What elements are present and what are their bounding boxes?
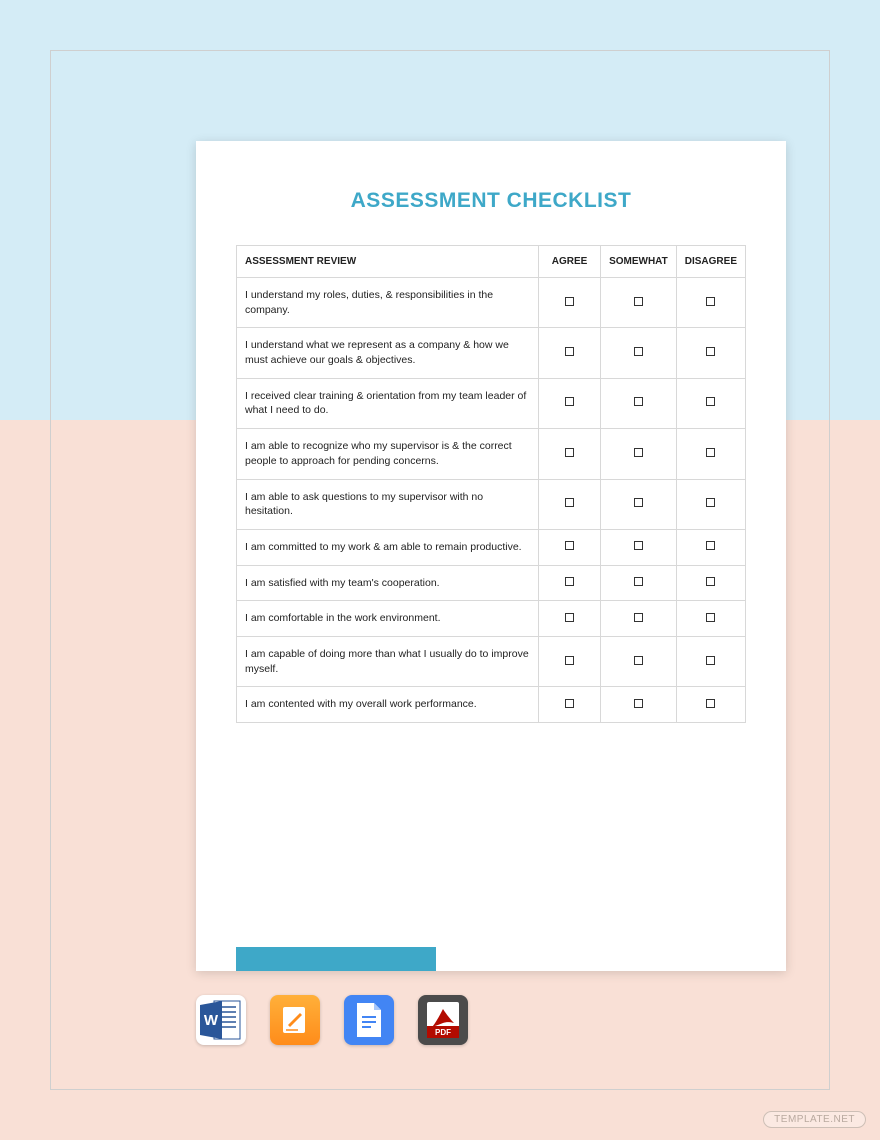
checkbox-icon xyxy=(706,297,715,306)
checkbox-cell[interactable] xyxy=(539,636,601,686)
checkbox-icon xyxy=(565,656,574,665)
checkbox-cell[interactable] xyxy=(539,529,601,565)
checkbox-icon xyxy=(634,448,643,457)
checkbox-icon xyxy=(565,541,574,550)
checkbox-cell[interactable] xyxy=(676,429,745,479)
checkbox-icon xyxy=(706,541,715,550)
checkbox-icon xyxy=(634,699,643,708)
checkbox-cell[interactable] xyxy=(539,565,601,601)
preview-frame: ASSESSMENT CHECKLIST ASSESSMENT REVIEW A… xyxy=(50,50,830,1090)
question-cell: I am committed to my work & am able to r… xyxy=(237,529,539,565)
checkbox-icon xyxy=(706,397,715,406)
checkbox-icon xyxy=(634,397,643,406)
checkbox-icon xyxy=(565,448,574,457)
checkbox-cell[interactable] xyxy=(601,565,677,601)
question-cell: I understand what we represent as a comp… xyxy=(237,328,539,378)
checkbox-cell[interactable] xyxy=(601,687,677,723)
table-row: I understand what we represent as a comp… xyxy=(237,328,746,378)
checkbox-cell[interactable] xyxy=(601,636,677,686)
checkbox-icon xyxy=(634,347,643,356)
checkbox-cell[interactable] xyxy=(676,328,745,378)
question-cell: I am capable of doing more than what I u… xyxy=(237,636,539,686)
checkbox-cell[interactable] xyxy=(676,565,745,601)
checkbox-icon xyxy=(565,347,574,356)
checkbox-icon xyxy=(706,699,715,708)
checkbox-cell[interactable] xyxy=(539,601,601,637)
checkbox-cell[interactable] xyxy=(601,601,677,637)
checkbox-cell[interactable] xyxy=(601,429,677,479)
checkbox-cell[interactable] xyxy=(539,429,601,479)
table-header-row: ASSESSMENT REVIEW AGREE SOMEWHAT DISAGRE… xyxy=(237,246,746,278)
checkbox-cell[interactable] xyxy=(539,328,601,378)
question-cell: I am contented with my overall work perf… xyxy=(237,687,539,723)
checkbox-cell[interactable] xyxy=(676,278,745,328)
checkbox-cell[interactable] xyxy=(539,687,601,723)
pages-icon[interactable] xyxy=(270,995,320,1045)
checkbox-icon xyxy=(634,498,643,507)
svg-text:W: W xyxy=(204,1012,219,1029)
checkbox-icon xyxy=(565,397,574,406)
checkbox-cell[interactable] xyxy=(539,278,601,328)
checkbox-cell[interactable] xyxy=(601,529,677,565)
checkbox-cell[interactable] xyxy=(601,479,677,529)
checkbox-icon xyxy=(634,577,643,586)
table-row: I am committed to my work & am able to r… xyxy=(237,529,746,565)
checkbox-icon xyxy=(565,577,574,586)
checkbox-cell[interactable] xyxy=(676,378,745,428)
checkbox-icon xyxy=(634,297,643,306)
table-row: I am capable of doing more than what I u… xyxy=(237,636,746,686)
checkbox-cell[interactable] xyxy=(601,378,677,428)
question-cell: I am able to ask questions to my supervi… xyxy=(237,479,539,529)
table-body: I understand my roles, duties, & respons… xyxy=(237,278,746,723)
question-cell: I am satisfied with my team's cooperatio… xyxy=(237,565,539,601)
checkbox-cell[interactable] xyxy=(539,479,601,529)
question-cell: I am able to recognize who my supervisor… xyxy=(237,429,539,479)
col-header-review: ASSESSMENT REVIEW xyxy=(237,246,539,278)
checkbox-cell[interactable] xyxy=(539,378,601,428)
checkbox-cell[interactable] xyxy=(676,636,745,686)
checkbox-icon xyxy=(565,297,574,306)
col-header-somewhat: SOMEWHAT xyxy=(601,246,677,278)
word-icon[interactable]: W xyxy=(196,995,246,1045)
table-row: I am able to recognize who my supervisor… xyxy=(237,429,746,479)
table-row: I am comfortable in the work environment… xyxy=(237,601,746,637)
checkbox-icon xyxy=(706,347,715,356)
checkbox-icon xyxy=(565,498,574,507)
table-row: I received clear training & orientation … xyxy=(237,378,746,428)
table-row: I am satisfied with my team's cooperatio… xyxy=(237,565,746,601)
checkbox-icon xyxy=(634,656,643,665)
docs-icon[interactable] xyxy=(344,995,394,1045)
accent-bar xyxy=(236,947,436,971)
checkbox-icon xyxy=(706,498,715,507)
table-row: I am able to ask questions to my supervi… xyxy=(237,479,746,529)
svg-text:PDF: PDF xyxy=(435,1028,451,1037)
checkbox-cell[interactable] xyxy=(601,278,677,328)
checkbox-icon xyxy=(565,699,574,708)
checkbox-icon xyxy=(706,577,715,586)
table-row: I understand my roles, duties, & respons… xyxy=(237,278,746,328)
col-header-disagree: DISAGREE xyxy=(676,246,745,278)
checkbox-cell[interactable] xyxy=(676,479,745,529)
format-icons-row: W PDF xyxy=(196,995,468,1045)
document-page: ASSESSMENT CHECKLIST ASSESSMENT REVIEW A… xyxy=(196,141,786,971)
checkbox-icon xyxy=(634,613,643,622)
checkbox-icon xyxy=(706,656,715,665)
col-header-agree: AGREE xyxy=(539,246,601,278)
checkbox-icon xyxy=(634,541,643,550)
question-cell: I understand my roles, duties, & respons… xyxy=(237,278,539,328)
assessment-table: ASSESSMENT REVIEW AGREE SOMEWHAT DISAGRE… xyxy=(236,245,746,723)
checkbox-icon xyxy=(565,613,574,622)
checkbox-cell[interactable] xyxy=(676,601,745,637)
question-cell: I am comfortable in the work environment… xyxy=(237,601,539,637)
checkbox-icon xyxy=(706,613,715,622)
checkbox-cell[interactable] xyxy=(601,328,677,378)
checkbox-cell[interactable] xyxy=(676,687,745,723)
question-cell: I received clear training & orientation … xyxy=(237,378,539,428)
checkbox-icon xyxy=(706,448,715,457)
watermark-badge: TEMPLATE.NET xyxy=(763,1111,866,1128)
table-row: I am contented with my overall work perf… xyxy=(237,687,746,723)
pdf-icon[interactable]: PDF xyxy=(418,995,468,1045)
document-title: ASSESSMENT CHECKLIST xyxy=(236,189,746,213)
checkbox-cell[interactable] xyxy=(676,529,745,565)
